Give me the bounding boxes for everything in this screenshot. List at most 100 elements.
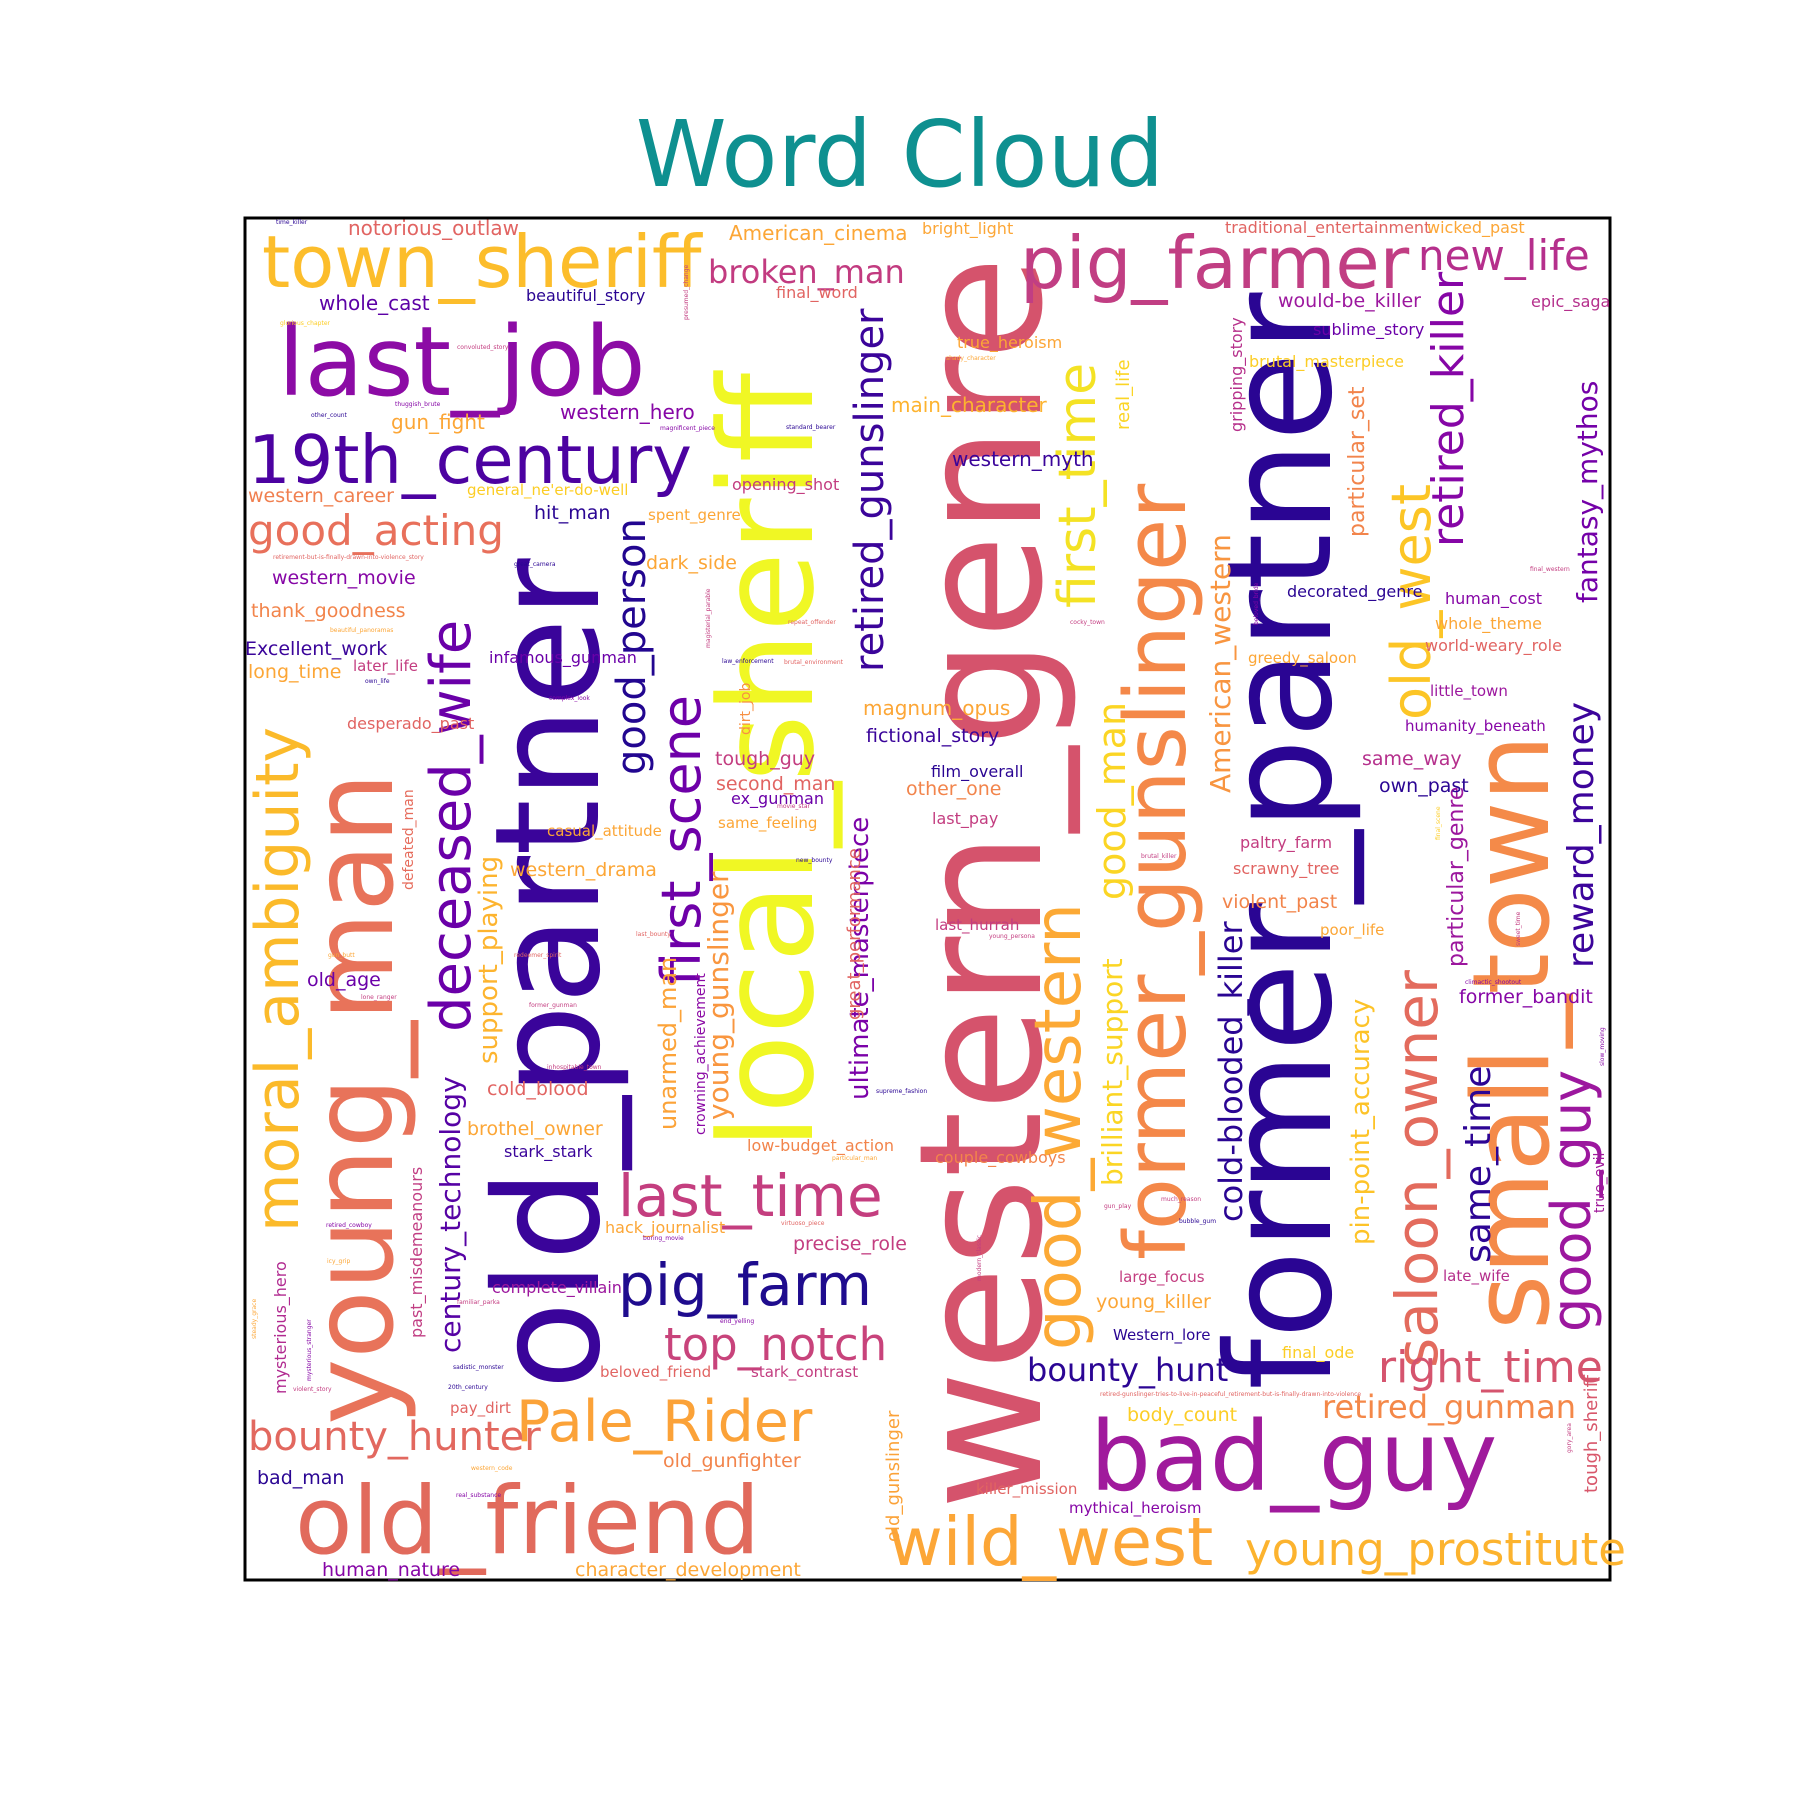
word-brutal-masterpiece: brutal_masterpiece xyxy=(1249,352,1404,372)
word-broken-man: broken_man xyxy=(708,253,905,291)
word-wild-west: wild_west xyxy=(888,1503,1213,1581)
word-icy-grip: icy_grip xyxy=(327,1258,350,1265)
word-beloved-friend: beloved_friend xyxy=(600,1363,711,1382)
word-shady-character: shady_character xyxy=(946,355,996,362)
word-former-gunman: former_gunman xyxy=(529,1002,577,1009)
word-film-overall: film_overall xyxy=(931,762,1023,782)
word-other-count: other_count xyxy=(311,412,348,419)
word-steady-grace: steady_grace xyxy=(251,1299,258,1339)
cloud-frame xyxy=(243,216,1612,1582)
word-true-evil: true_evil xyxy=(1592,1153,1608,1213)
word-long-time: long_time xyxy=(248,661,341,683)
word-final-ode: final_ode xyxy=(1282,1343,1354,1363)
word-human-nature: human_nature xyxy=(322,1559,460,1581)
word-human-cost: human_cost xyxy=(1445,589,1542,609)
word-new-life: new_life xyxy=(1418,231,1590,280)
word-sublime-story: sublime_story xyxy=(1313,320,1424,340)
word-western-code: western_code xyxy=(471,1465,513,1472)
word-ultimate-masterpiece: ultimate_masterpiece xyxy=(845,817,875,1100)
word-good-person: good_person xyxy=(609,518,655,775)
word-convoluted-story: convoluted_story xyxy=(457,344,509,351)
word-gun-play: gun_play xyxy=(1104,1203,1132,1210)
word-true-heroism: true_heroism xyxy=(957,333,1062,353)
word-repeat-offender: repeat_offender xyxy=(788,619,836,626)
word-first-time: first_time xyxy=(1048,363,1108,608)
word-stark-contrast: stark_contrast xyxy=(751,1363,858,1382)
word-retired-gunslinger-tries-to-live-in-peaceful-retirement-but-is-finally-drawn-into-violence: retired-gunslinger-tries-to-live-in-peac… xyxy=(1100,1391,1361,1398)
word-20th-century: 20th_century xyxy=(448,1384,488,1391)
word-young-gunslinger: young_gunslinger xyxy=(702,871,735,1120)
word-poor-life: poor_life xyxy=(1320,921,1384,940)
word-reward-money: reward_money xyxy=(1561,702,1602,968)
word-same-time: same_time xyxy=(1458,1066,1499,1263)
word-low-budget-action: low-budget_action xyxy=(747,1136,894,1156)
word-good-man: good_man xyxy=(1090,702,1134,900)
word-last-time: last_time xyxy=(618,1162,883,1230)
word-modern-classic: modern_classic xyxy=(976,1235,983,1281)
word-infamous-gunman: infamous_gunman xyxy=(489,648,637,668)
word-end-yelling: end_yelling xyxy=(720,1318,754,1325)
word-magnificent-piece: magnificent_piece xyxy=(660,425,715,432)
word-scrawny-tree: scrawny_tree xyxy=(1233,859,1339,879)
word-brothel-owner: brothel_owner xyxy=(467,1118,603,1140)
word-fantasy-mythos: fantasy_mythos xyxy=(1571,381,1604,603)
word-climactic-shootout: climactic_shootout xyxy=(1465,979,1522,986)
word-thuggish-brute: thuggish_brute xyxy=(395,401,441,408)
word-support-playing: support_playing xyxy=(474,856,504,1064)
word-good-acting: good_acting xyxy=(248,506,504,555)
word-magisterial-parable: magisterial_parable xyxy=(705,588,712,648)
word-defeated-man: defeated_man xyxy=(401,789,417,890)
word-mysterious-stranger: mysterious_stranger xyxy=(306,1319,313,1381)
word-unarmed-man: unarmed_man xyxy=(654,957,682,1130)
word-pay-dirt: pay_dirt xyxy=(450,1399,511,1418)
word-brutal-killer: brutal_killer xyxy=(1141,853,1177,860)
word-violent-past: violent_past xyxy=(1222,891,1337,913)
word-wicked-past: wicked_past xyxy=(1427,218,1525,238)
word-retired-gunslinger: retired_gunslinger xyxy=(847,308,893,672)
word-final-western: final_western xyxy=(1530,566,1570,573)
word-slow-moving: slow_moving xyxy=(1599,1027,1606,1066)
word-thank-goodness: thank_goodness xyxy=(251,600,406,622)
word-gun-butt: gun_butt xyxy=(328,952,355,959)
word-great-performance: great_performance xyxy=(844,848,865,1020)
word-retired-killer: retired_killer xyxy=(1423,271,1474,547)
word-spent-genre: spent_genre xyxy=(648,506,741,525)
word-great-camera: great_camera xyxy=(514,561,556,568)
word-supreme-fashion: supreme_fashion xyxy=(876,1088,927,1095)
word-bounty-hunt: bounty_hunt xyxy=(1027,1351,1228,1389)
word-humanity-beneath: humanity_beneath xyxy=(1405,717,1546,736)
word-same-feeling: same_feeling xyxy=(718,814,817,833)
word-old-gunslinger: old_gunslinger xyxy=(883,1410,904,1542)
word-particular-set: particular_set xyxy=(1345,386,1370,537)
word-magnum-opus: magnum_opus xyxy=(863,696,1010,720)
word-former-bandit: former_bandit xyxy=(1459,986,1593,1008)
word-first-scene: first_scene xyxy=(650,695,713,986)
word-notorious-outlaw: notorious_outlaw xyxy=(348,216,519,240)
word-last-pay: last_pay xyxy=(932,809,998,829)
word-precise-role: precise_role xyxy=(793,1233,907,1255)
word-good-guy: good_guy xyxy=(1540,1070,1603,1332)
word-moral-ambiguity: moral_ambiguity xyxy=(243,727,313,1232)
word-beautiful-story: beautiful_story xyxy=(526,286,645,306)
word-gripping-story: gripping_story xyxy=(1227,317,1247,432)
word-western-lore: Western_lore xyxy=(1113,1326,1210,1345)
word-old-west: old_west xyxy=(1380,484,1443,720)
word-gun-fight: gun_fight xyxy=(391,410,485,434)
word-real-life: real_life xyxy=(1113,359,1134,430)
word-decorated-genre: decorated_genre xyxy=(1287,582,1422,602)
word-western-drama: western_drama xyxy=(510,859,657,881)
word-movie-star: movie_star xyxy=(777,803,811,810)
word-western-myth: western_myth xyxy=(952,447,1094,471)
word-old-partner: old_partner xyxy=(464,558,633,1390)
word-dark-side: dark_side xyxy=(646,552,737,574)
word-general-ne-er-do-well: general_ne'er-do-well xyxy=(467,481,628,500)
word-particular-genre: particular_genre xyxy=(1444,787,1469,967)
word-own-life: own_life xyxy=(365,678,390,685)
word-standard-bearer: standard_bearer xyxy=(786,424,836,431)
word-cold-blood: cold_blood xyxy=(487,1078,589,1100)
word-whole-cast: whole_cast xyxy=(319,291,430,315)
word-own-past: own_past xyxy=(1379,775,1469,797)
word-beloved-bride: beloved_bride xyxy=(1253,582,1260,625)
word-western-career: western_career xyxy=(248,485,394,507)
